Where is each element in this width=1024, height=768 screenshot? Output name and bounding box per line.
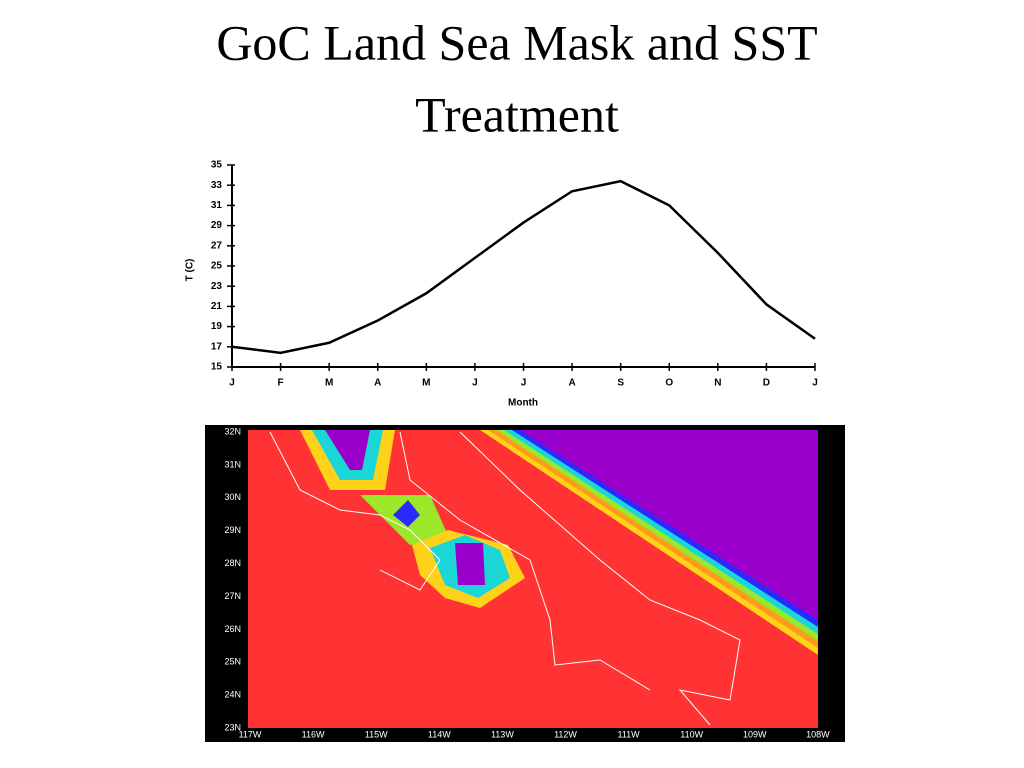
land bbox=[520, 430, 818, 620]
land bbox=[455, 543, 485, 585]
x-tick-label: O bbox=[665, 378, 673, 389]
y-tick-label: 35 bbox=[211, 160, 223, 171]
map-lon-label: 117W bbox=[239, 729, 262, 739]
coastline bbox=[399, 431, 651, 691]
y-tick-label: 17 bbox=[211, 341, 223, 352]
map-lat-label: 31N bbox=[224, 459, 241, 469]
y-axis-label: T (C) bbox=[185, 259, 196, 282]
map-lon-label: 108W bbox=[806, 729, 830, 739]
coastline bbox=[269, 431, 441, 591]
y-tick-label: 23 bbox=[211, 281, 223, 292]
y-tick-label: 25 bbox=[211, 261, 223, 272]
map-lon-label: 112W bbox=[554, 729, 577, 739]
y-tick-label: 19 bbox=[211, 321, 223, 332]
band bbox=[393, 500, 420, 527]
map-lat-label: 30N bbox=[224, 492, 241, 502]
map-lon-label: 116W bbox=[302, 729, 325, 739]
x-tick-label: F bbox=[278, 378, 284, 389]
map-lon-label: 115W bbox=[365, 729, 388, 739]
map-lon-label: 114W bbox=[428, 729, 451, 739]
sst-line bbox=[231, 179, 816, 355]
map-lon-label: 111W bbox=[618, 729, 641, 739]
map-lat-label: 29N bbox=[224, 525, 241, 535]
land bbox=[325, 430, 370, 470]
map-lon-label: 113W bbox=[491, 729, 514, 739]
map-lon-label: 110W bbox=[680, 729, 703, 739]
x-tick-label: M bbox=[422, 378, 430, 389]
x-tick-label: A bbox=[374, 378, 381, 389]
sst-map bbox=[205, 425, 845, 742]
map-lat-label: 23N bbox=[224, 722, 241, 732]
map-lat-label: 27N bbox=[224, 591, 241, 601]
y-tick-label: 21 bbox=[211, 301, 223, 312]
y-tick-label: 15 bbox=[211, 362, 223, 373]
x-tick-label: N bbox=[714, 378, 721, 389]
x-tick-label: S bbox=[617, 378, 624, 389]
slide-title-line2: Treatment bbox=[415, 86, 619, 142]
y-tick-label: 33 bbox=[211, 180, 223, 191]
map-lon-label: 109W bbox=[743, 729, 767, 739]
map-lat-label: 26N bbox=[224, 624, 241, 634]
y-tick-label: 29 bbox=[211, 220, 223, 231]
x-tick-label: J bbox=[812, 378, 818, 389]
x-tick-label: J bbox=[472, 378, 478, 389]
x-tick-label: J bbox=[229, 378, 235, 389]
map-lat-label: 24N bbox=[224, 690, 241, 700]
x-tick-label: A bbox=[568, 378, 575, 389]
x-tick-label: M bbox=[325, 378, 333, 389]
map-lat-label: 32N bbox=[224, 426, 241, 436]
coastline bbox=[459, 431, 741, 726]
map-lat-label: 28N bbox=[224, 558, 241, 568]
slide-title-line1: GoC Land Sea Mask and SST bbox=[216, 14, 817, 70]
y-tick-label: 31 bbox=[211, 200, 223, 211]
map-lat-label: 25N bbox=[224, 657, 241, 667]
y-tick-label: 27 bbox=[211, 240, 223, 251]
x-tick-label: D bbox=[763, 378, 770, 389]
x-tick-label: J bbox=[521, 378, 527, 389]
x-axis-label: Month bbox=[508, 398, 538, 409]
